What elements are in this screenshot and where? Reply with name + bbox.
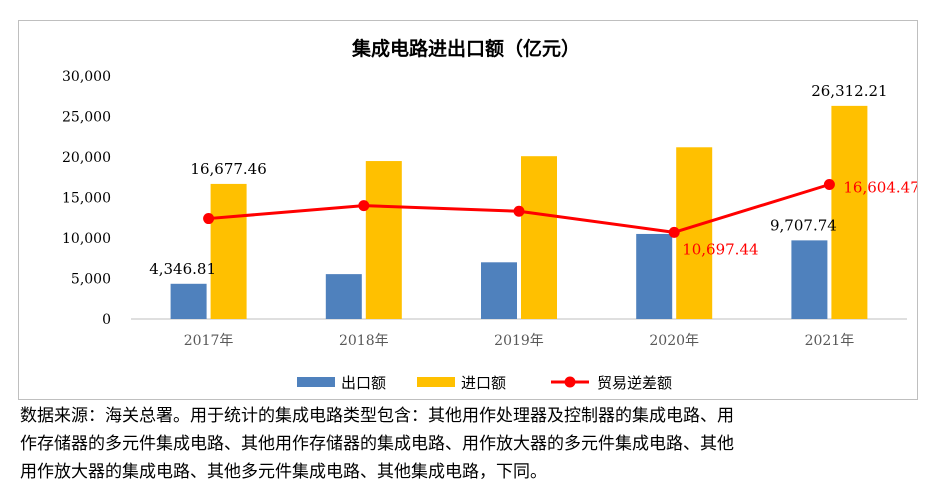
x-tick-label: 2017年 (184, 333, 234, 349)
line-point (823, 179, 835, 191)
line-point (668, 226, 680, 238)
bar (831, 105, 868, 320)
legend: 出口额 进口额 贸易逆差额 (297, 374, 672, 392)
bar (325, 274, 362, 319)
line-data-label: 10,697.44 (682, 240, 758, 258)
line-point (358, 200, 370, 212)
y-tick-label: 5,000 (71, 272, 111, 288)
line-point (513, 205, 525, 217)
bar-data-label: 26,312.21 (811, 82, 887, 100)
trade-deficit-line (203, 179, 835, 238)
x-axis: 2017年 2018年 2019年 2020年 2021年 (131, 318, 907, 349)
source-note: 数据来源：海关总署。用于统计的集成电路类型包含：其他用作处理器及控制器的集成电路… (20, 402, 930, 486)
bar (636, 233, 673, 319)
bar (521, 156, 557, 319)
data-labels: 4,346.81 9,707.74 16,677.46 26,312.21 10,697… (149, 82, 917, 278)
bar (365, 161, 402, 319)
legend-label: 出口额 (341, 374, 386, 392)
bar-data-label: 4,346.81 (149, 260, 216, 278)
chart-title: 集成电路进出口额（亿元） (351, 37, 580, 60)
line-point (203, 213, 215, 225)
line-data-label: 16,604.47 (843, 179, 917, 197)
y-tick-label: 20,000 (62, 150, 111, 166)
x-tick-label: 2019年 (494, 333, 544, 349)
source-note-line: 数据来源：海关总署。用于统计的集成电路类型包含：其他用作处理器及控制器的集成电路… (20, 406, 734, 426)
bars (170, 105, 868, 320)
chart-svg: 集成电路进出口额（亿元） 0 5,000 10,000 15,000 20,000 25,… (62, 37, 917, 392)
bar (210, 183, 247, 319)
x-tick-label: 2020年 (649, 333, 699, 349)
legend-swatch (297, 377, 335, 387)
legend-label: 进口额 (461, 374, 506, 392)
bar-data-label: 9,707.74 (770, 216, 837, 234)
bar (481, 262, 517, 319)
bar (170, 283, 207, 319)
bar (676, 147, 713, 319)
x-tick-label: 2021年 (805, 333, 855, 349)
y-tick-label: 15,000 (62, 191, 111, 207)
x-tick-label: 2018年 (339, 333, 389, 349)
chart-frame: 集成电路进出口额（亿元） 0 5,000 10,000 15,000 20,000 25,… (18, 20, 918, 400)
legend-marker (564, 376, 576, 388)
y-tick-label: 10,000 (62, 231, 111, 247)
y-tick-label: 30,000 (62, 69, 111, 85)
y-tick-label: 0 (102, 312, 111, 328)
y-tick-label: 25,000 (62, 110, 111, 126)
y-axis: 0 5,000 10,000 15,000 20,000 25,000 30,000 (62, 69, 111, 328)
legend-label: 贸易逆差额 (597, 374, 672, 392)
bar-data-label: 16,677.46 (190, 160, 266, 178)
legend-swatch (417, 377, 455, 387)
bar (791, 240, 828, 319)
source-note-line: 作存储器的多元件集成电路、其他用作存储器的集成电路、用作放大器的多元件集成电路、… (20, 434, 734, 454)
source-note-line: 用作放大器的集成电路、其他多元件集成电路、其他集成电路，下同。 (20, 462, 547, 482)
